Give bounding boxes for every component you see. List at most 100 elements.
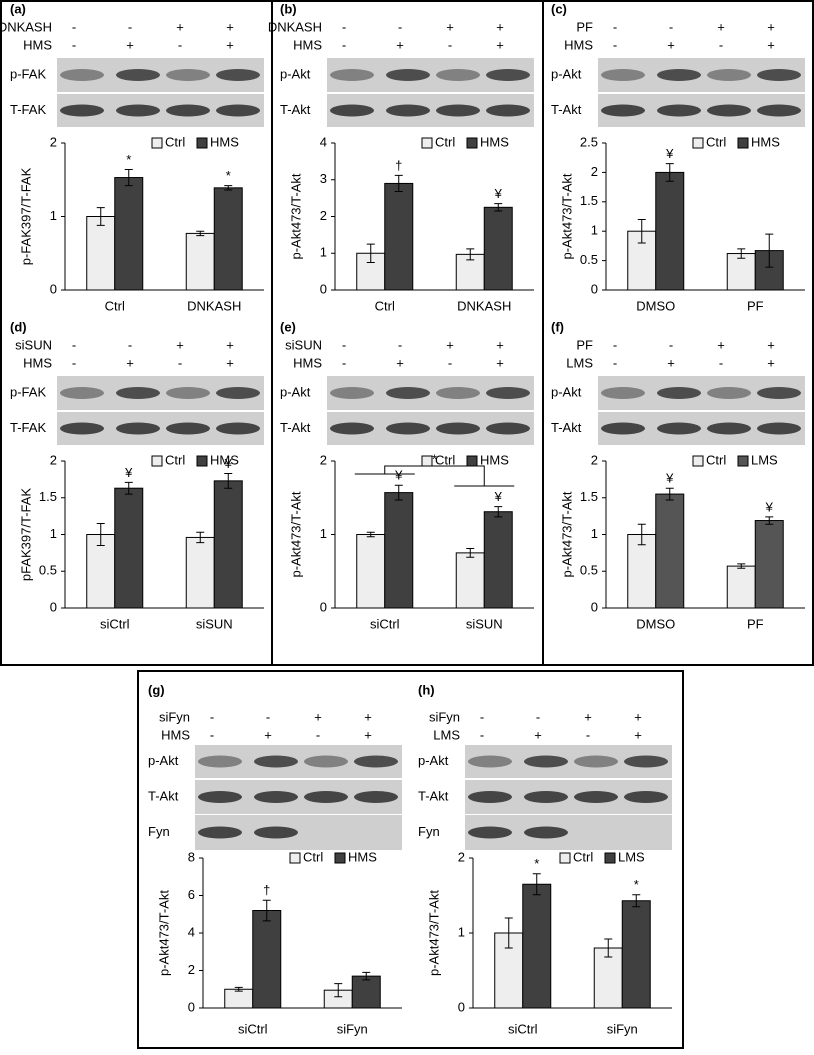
legend-label: LMS [618,849,645,864]
blot-band [166,104,210,117]
legend-label: Ctrl [706,452,726,467]
legend-label: Ctrl [435,134,455,149]
bar [356,534,386,609]
legend-label: HMS [210,134,239,149]
treatment-sign: - [398,19,402,34]
y-tick-label: 0.5 [580,252,598,267]
blot-band [386,387,430,399]
blot-band [657,104,701,117]
blot-band [198,826,242,839]
treatment-sign: - [480,727,484,742]
blot-label: p-FAK [10,384,46,399]
blot-band [166,387,210,399]
y-axis-label: p-Akt473/T-Akt [426,890,441,976]
blot-band [254,791,298,803]
blot-band [60,387,104,399]
y-tick-label: 2 [458,849,465,864]
blot-band [166,69,210,81]
blot-band [657,387,701,399]
treatment-sign: - [210,727,214,742]
x-tick-label: Ctrl [375,298,395,313]
legend-swatch [692,137,704,149]
y-tick-label: 1 [591,526,598,541]
treatment-name: HMS [564,37,593,52]
error-bar [96,522,105,547]
legend-swatch [196,137,208,149]
bar [213,187,243,291]
panel-label: (h) [418,682,435,697]
bar [655,493,685,609]
treatment-name: DNKASH [268,19,322,34]
significance-marker: * [226,168,231,183]
y-tick-label: 0 [320,599,327,614]
error-bar [196,531,205,544]
bar [726,565,756,609]
bar [455,552,485,609]
y-tick-label: 8 [188,849,195,864]
error-bar [665,163,674,182]
legend-label: HMS [210,452,239,467]
bar [213,480,243,609]
y-tick-label: 2 [320,452,327,467]
treatment-sign: - [586,727,590,742]
legend-label: Ctrl [706,134,726,149]
panel-label: (e) [280,319,296,334]
blot-band [116,104,160,117]
significance-marker: ¥ [765,499,774,514]
treatment-sign: + [446,337,454,352]
x-tick-label: siSUN [466,616,503,631]
y-tick-label: 1.5 [580,489,598,504]
error-bar [504,917,513,949]
bar [384,492,414,609]
y-axis-label: p-Akt473/T-Akt [559,173,574,259]
blot-band [60,422,104,435]
error-bar [637,218,646,244]
legend-label: HMS [480,452,509,467]
error-bar [532,873,541,896]
treatment-sign: + [496,355,504,370]
bar [726,253,756,291]
x-tick-label: DMSO [636,616,675,631]
bar [86,216,116,291]
significance-marker: ¥ [665,146,674,161]
treatment-sign: - [342,337,346,352]
treatment-name: HMS [161,727,190,742]
blot-band [330,104,374,117]
treatment-name: HMS [293,355,322,370]
treatment-sign: + [634,727,642,742]
blot-band [574,791,618,803]
y-tick-label: 1 [50,208,57,223]
blot-label: T-Akt [280,420,311,435]
error-bar [737,563,746,569]
legend-swatch [737,137,749,149]
treatment-sign: + [534,727,542,742]
treatment-sign: + [176,337,184,352]
treatment-name: LMS [566,355,593,370]
y-tick-label: 2 [591,164,598,179]
blot-band [468,791,512,803]
treatment-sign: + [364,727,372,742]
treatment-sign: - [342,37,346,52]
blot-band [524,791,568,803]
treatment-name: siSUN [15,337,52,352]
treatment-sign: - [316,727,320,742]
legend-swatch [604,852,616,864]
y-axis-label: p-Akt473/T-Akt [156,890,171,976]
blot-band [436,422,480,435]
blot-band [601,104,645,117]
treatment-sign: + [264,727,272,742]
error-bar [394,484,403,501]
treatment-sign: - [178,37,182,52]
blot-band [624,755,668,768]
bar [522,883,552,1009]
x-tick-label: siCtrl [238,1021,268,1036]
legend-swatch [466,455,478,467]
panel-label: (g) [148,682,165,697]
bar [483,511,513,609]
bar [627,534,657,609]
treatment-name: PF [576,19,593,34]
y-tick-label: 3 [320,171,327,186]
y-axis-label: pFAK397/T-FAK [18,488,33,582]
